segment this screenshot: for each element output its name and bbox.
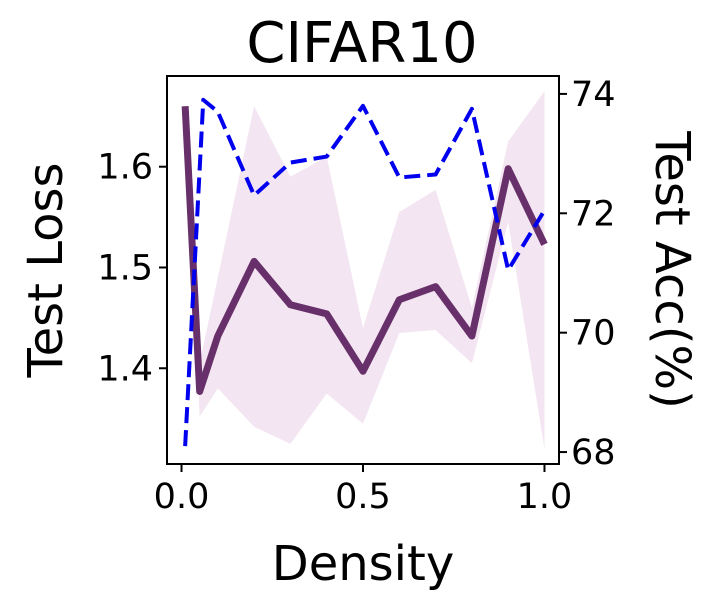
x-axis-label: Density [272, 536, 454, 592]
left-y-axis-label: Test Loss [18, 162, 74, 378]
loss-confidence-band [185, 91, 545, 449]
right-y-tick-label: 70 [571, 314, 616, 354]
series-lines [181, 97, 548, 447]
right-y-tick-label: 68 [571, 433, 616, 473]
x-tick-label: 0.5 [335, 477, 391, 517]
test-loss-line [181, 106, 548, 395]
right-y-axis-label: Test Acc(%) [644, 130, 700, 409]
right-y-tick-label: 72 [571, 194, 616, 234]
left-y-axis-ticks: 1.4 1.5 1.6 [97, 148, 167, 389]
x-tick-label: 0.0 [154, 477, 210, 517]
right-y-axis-ticks: 68 70 72 74 [559, 75, 616, 473]
x-axis-ticks: 0.0 0.5 1.0 [154, 464, 573, 517]
chart-title: CIFAR10 [246, 11, 477, 76]
series-0-band [185, 91, 545, 449]
left-y-tick-label: 1.6 [97, 148, 153, 188]
left-y-tick-label: 1.5 [97, 248, 153, 288]
right-y-tick-label: 74 [571, 75, 616, 115]
x-tick-label: 1.0 [517, 477, 573, 517]
left-y-tick-label: 1.4 [97, 349, 153, 389]
